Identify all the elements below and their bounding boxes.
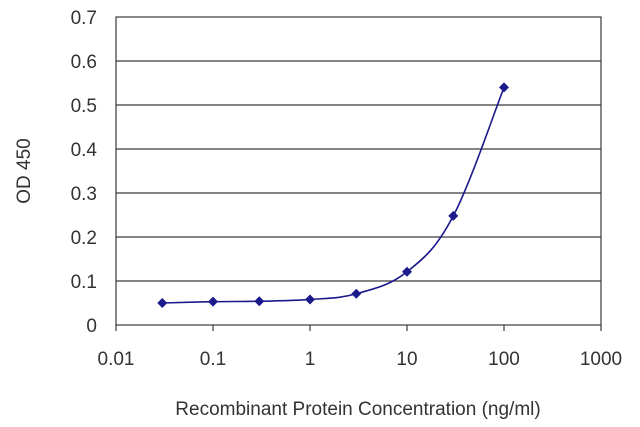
- y-tick-label: 0.6: [71, 52, 97, 73]
- data-point-marker: [351, 288, 362, 299]
- grid-lines: [116, 60, 601, 282]
- x-tick-label: 0.01: [98, 349, 135, 370]
- data-point-marker: [157, 298, 168, 308]
- y-tick-label: 0.7: [71, 8, 97, 29]
- series-line: [162, 87, 505, 304]
- y-tick-label: 0.2: [71, 228, 97, 249]
- series-layer: [157, 82, 509, 308]
- x-axis-title: Recombinant Protein Concentration (ng/ml…: [175, 399, 540, 420]
- y-tick-label: 0.4: [71, 140, 98, 161]
- data-point-marker: [402, 266, 412, 277]
- plot-area-frame: [115, 16, 602, 326]
- data-point-marker: [254, 296, 265, 307]
- y-tick-label: 0.1: [71, 272, 97, 293]
- x-tick-label: 100: [488, 349, 520, 370]
- x-axis-ticks: 0.01 0.1 1 10 100 1000: [98, 325, 622, 370]
- y-tick-label: 0.5: [71, 96, 97, 117]
- y-axis-title: OD 450: [14, 138, 35, 203]
- y-tick-label: 0.3: [71, 184, 97, 205]
- data-point-marker: [305, 294, 315, 305]
- y-axis-ticks: 0 0.1 0.2 0.3 0.4 0.5 0.6 0.7: [71, 8, 98, 337]
- y-tick-label: 0: [86, 316, 97, 337]
- x-tick-label: 1: [305, 349, 316, 370]
- x-tick-label: 10: [396, 349, 417, 370]
- x-tick-label: 0.1: [200, 349, 226, 370]
- x-tick-label: 1000: [580, 349, 622, 370]
- data-point-marker: [208, 296, 218, 307]
- data-point-marker: [448, 210, 459, 221]
- data-point-marker: [499, 82, 509, 93]
